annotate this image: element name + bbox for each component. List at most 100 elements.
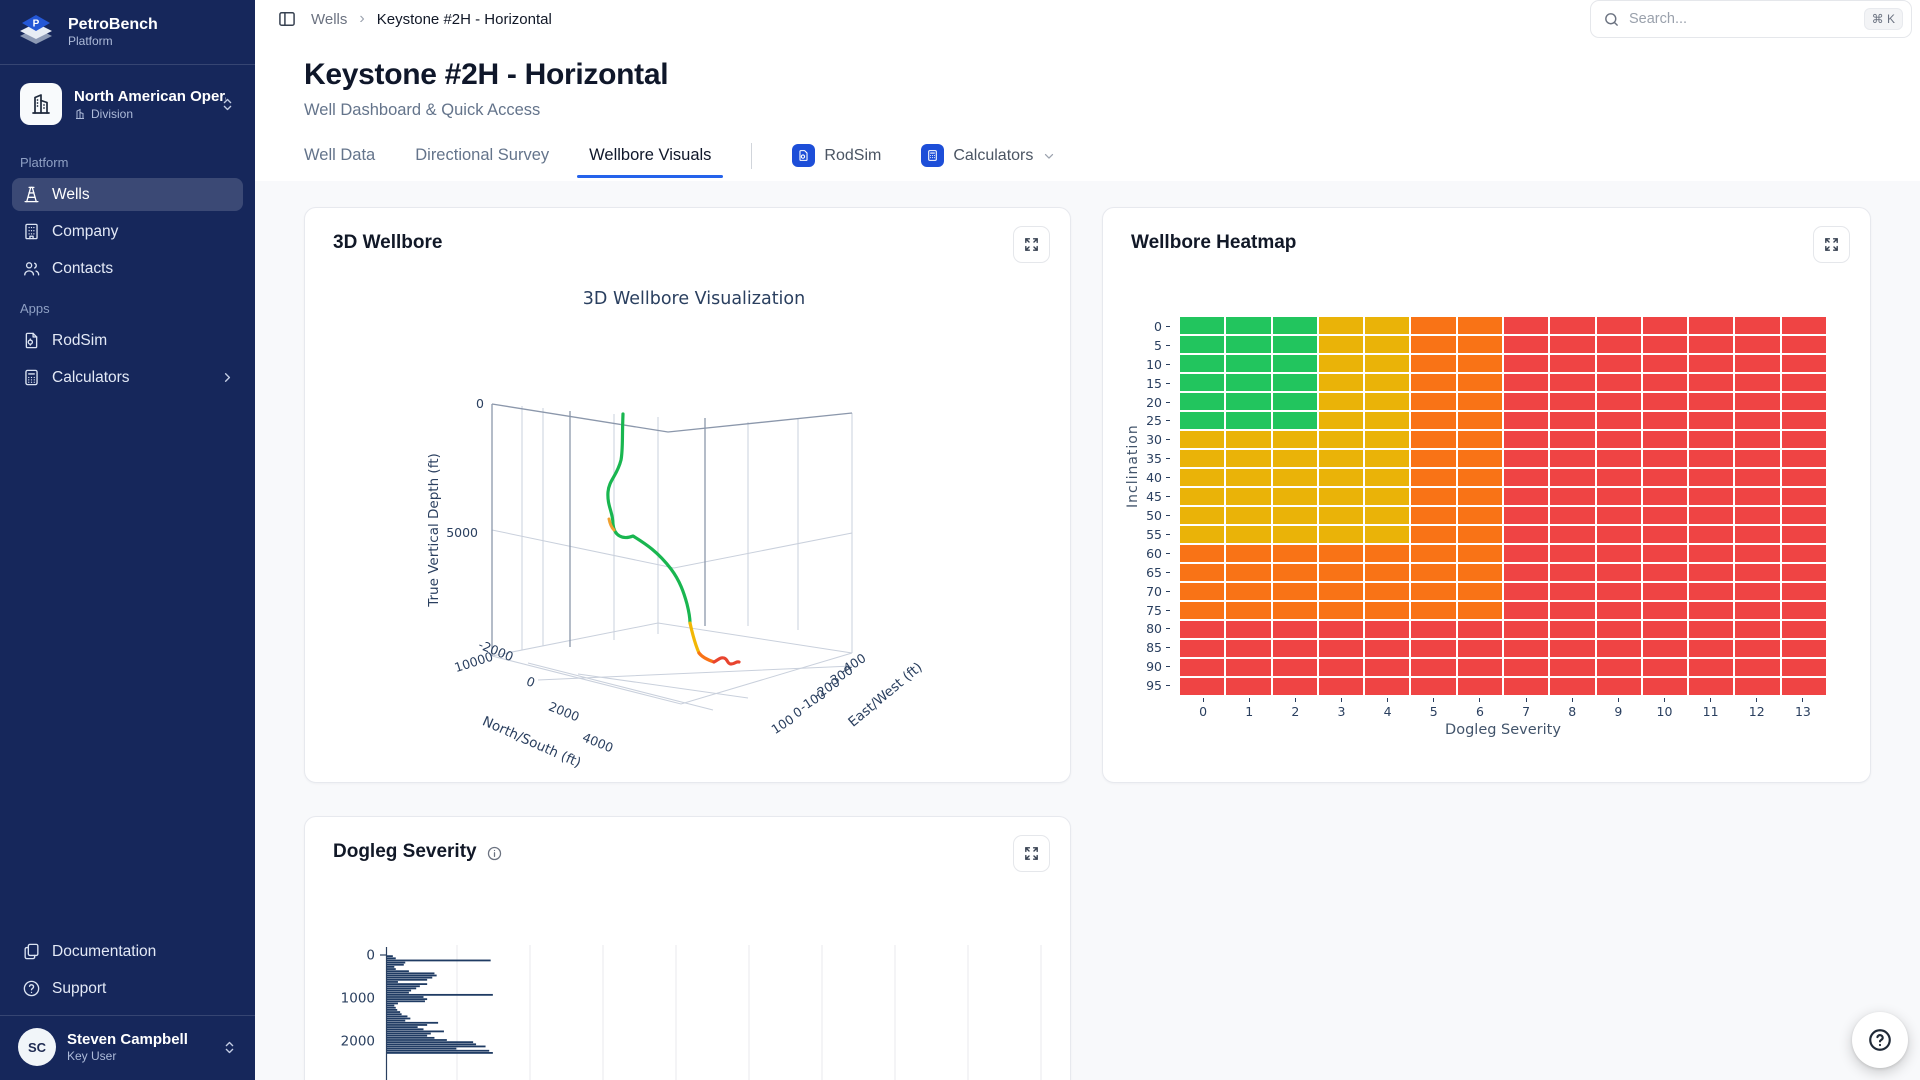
heatmap-cell (1550, 393, 1594, 410)
heatmap-cell (1504, 393, 1548, 410)
user-menu[interactable]: SC Steven Campbell Key User (12, 1016, 243, 1080)
heatmap-cell (1735, 621, 1779, 638)
heatmap-cell (1273, 526, 1317, 543)
heatmap-x-tick: 11 (1688, 698, 1734, 719)
heatmap-cell (1365, 450, 1409, 467)
heatmap-x-tick: 8 (1549, 698, 1595, 719)
sidebar-item-calculators[interactable]: Calculators (12, 361, 243, 394)
heatmap-cell (1643, 526, 1687, 543)
heatmap-y-tick: 70 (1103, 582, 1173, 601)
heatmap-cell (1226, 659, 1270, 676)
sidebar-item-documentation[interactable]: Documentation (12, 935, 243, 968)
sidebar-toggle-icon[interactable] (277, 9, 297, 29)
heatmap-cell (1504, 602, 1548, 619)
dogleg-severity-chart[interactable]: 010002000 (305, 817, 1070, 1080)
sidebar-item-contacts[interactable]: Contacts (12, 252, 243, 285)
heatmap-cell (1550, 659, 1594, 676)
heatmap-cell (1458, 545, 1502, 562)
heatmap-cell (1411, 355, 1455, 372)
bar (387, 1048, 456, 1050)
heatmap-cell (1319, 336, 1363, 353)
bar (387, 966, 394, 968)
heatmap-cell (1319, 526, 1363, 543)
calculator-app-icon (921, 144, 944, 167)
heatmap-cell (1365, 374, 1409, 391)
app-tab-label: Calculators (953, 147, 1033, 165)
heatmap-cell (1689, 507, 1733, 524)
wellbore-3d-plot[interactable]: 3D Wellbore Visualization (418, 278, 978, 778)
heatmap-cell (1597, 450, 1641, 467)
sidebar-item-rodsim[interactable]: RodSim (12, 324, 243, 357)
heatmap-cell (1319, 488, 1363, 505)
heatmap-cell (1504, 469, 1548, 486)
global-search[interactable]: ⌘ K (1590, 0, 1912, 38)
heatmap-y-tick: 10 (1103, 355, 1173, 374)
breadcrumb-wells[interactable]: Wells (311, 11, 347, 28)
heatmap-cell (1550, 640, 1594, 657)
heatmap-cell (1504, 336, 1548, 353)
heatmap-cell (1643, 564, 1687, 581)
heatmap-y-tick: 0 (1103, 317, 1173, 336)
sidebar-item-support[interactable]: Support (12, 972, 243, 1005)
bar (387, 1031, 444, 1033)
heatmap-cell (1273, 640, 1317, 657)
heatmap-cell (1689, 355, 1733, 372)
wellbore-heatmap-plot[interactable]: Inclination 0510152025303540455055606570… (1103, 208, 1872, 784)
heatmap-cell (1643, 659, 1687, 676)
heatmap-y-tick: 50 (1103, 506, 1173, 525)
heatmap-x-tick: 7 (1503, 698, 1549, 719)
heatmap-cell (1411, 602, 1455, 619)
sidebar-item-company[interactable]: Company (12, 215, 243, 248)
org-type-label: Division (91, 107, 133, 121)
heatmap-cell (1458, 488, 1502, 505)
tab-calculators[interactable]: Calculators (921, 144, 1056, 180)
heatmap-x-tick: 13 (1780, 698, 1826, 719)
heatmap-cell (1180, 545, 1224, 562)
heatmap-cell (1180, 412, 1224, 429)
heatmap-cell (1504, 507, 1548, 524)
heatmap-cell (1458, 393, 1502, 410)
heatmap-cell (1735, 336, 1779, 353)
heatmap-cell (1643, 431, 1687, 448)
search-input[interactable] (1629, 11, 1855, 27)
tab-rodsim[interactable]: RodSim (792, 144, 881, 180)
heatmap-cell (1319, 507, 1363, 524)
tab-directional-survey[interactable]: Directional Survey (415, 146, 549, 178)
brand-subtitle: Platform (68, 34, 158, 48)
heatmap-cell (1504, 640, 1548, 657)
bar (387, 968, 396, 970)
bar (387, 962, 405, 964)
heatmap-cell (1365, 583, 1409, 600)
heatmap-cell (1458, 355, 1502, 372)
heatmap-cell (1643, 374, 1687, 391)
heatmap-cell (1782, 507, 1826, 524)
heatmap-cell (1643, 469, 1687, 486)
heatmap-cell (1226, 374, 1270, 391)
heatmap-cell (1689, 640, 1733, 657)
heatmap-cell (1411, 431, 1455, 448)
heatmap-cell (1273, 450, 1317, 467)
org-building-icon (20, 83, 62, 125)
heatmap-cell (1273, 583, 1317, 600)
divider (751, 143, 752, 169)
heatmap-cell (1411, 621, 1455, 638)
y-tick-label: 1000 (341, 991, 375, 1007)
help-fab-button[interactable] (1852, 1012, 1908, 1068)
heatmap-cell (1458, 583, 1502, 600)
heatmap-cell (1735, 545, 1779, 562)
tab-well-data[interactable]: Well Data (304, 146, 375, 178)
heatmap-cell (1643, 317, 1687, 334)
org-switcher[interactable]: North American Operations Division (14, 77, 241, 131)
heatmap-cell (1180, 564, 1224, 581)
expand-button[interactable] (1013, 226, 1050, 263)
tab-wellbore-visuals[interactable]: Wellbore Visuals (589, 146, 711, 178)
heatmap-cell (1411, 317, 1455, 334)
heatmap-cell (1458, 640, 1502, 657)
sidebar-item-wells[interactable]: Wells (12, 178, 243, 211)
heatmap-cell (1319, 355, 1363, 372)
heatmap-cell (1226, 450, 1270, 467)
bar (387, 983, 427, 985)
heatmap-cell (1643, 355, 1687, 372)
heatmap-cell (1597, 640, 1641, 657)
heatmap-cell (1689, 678, 1733, 695)
